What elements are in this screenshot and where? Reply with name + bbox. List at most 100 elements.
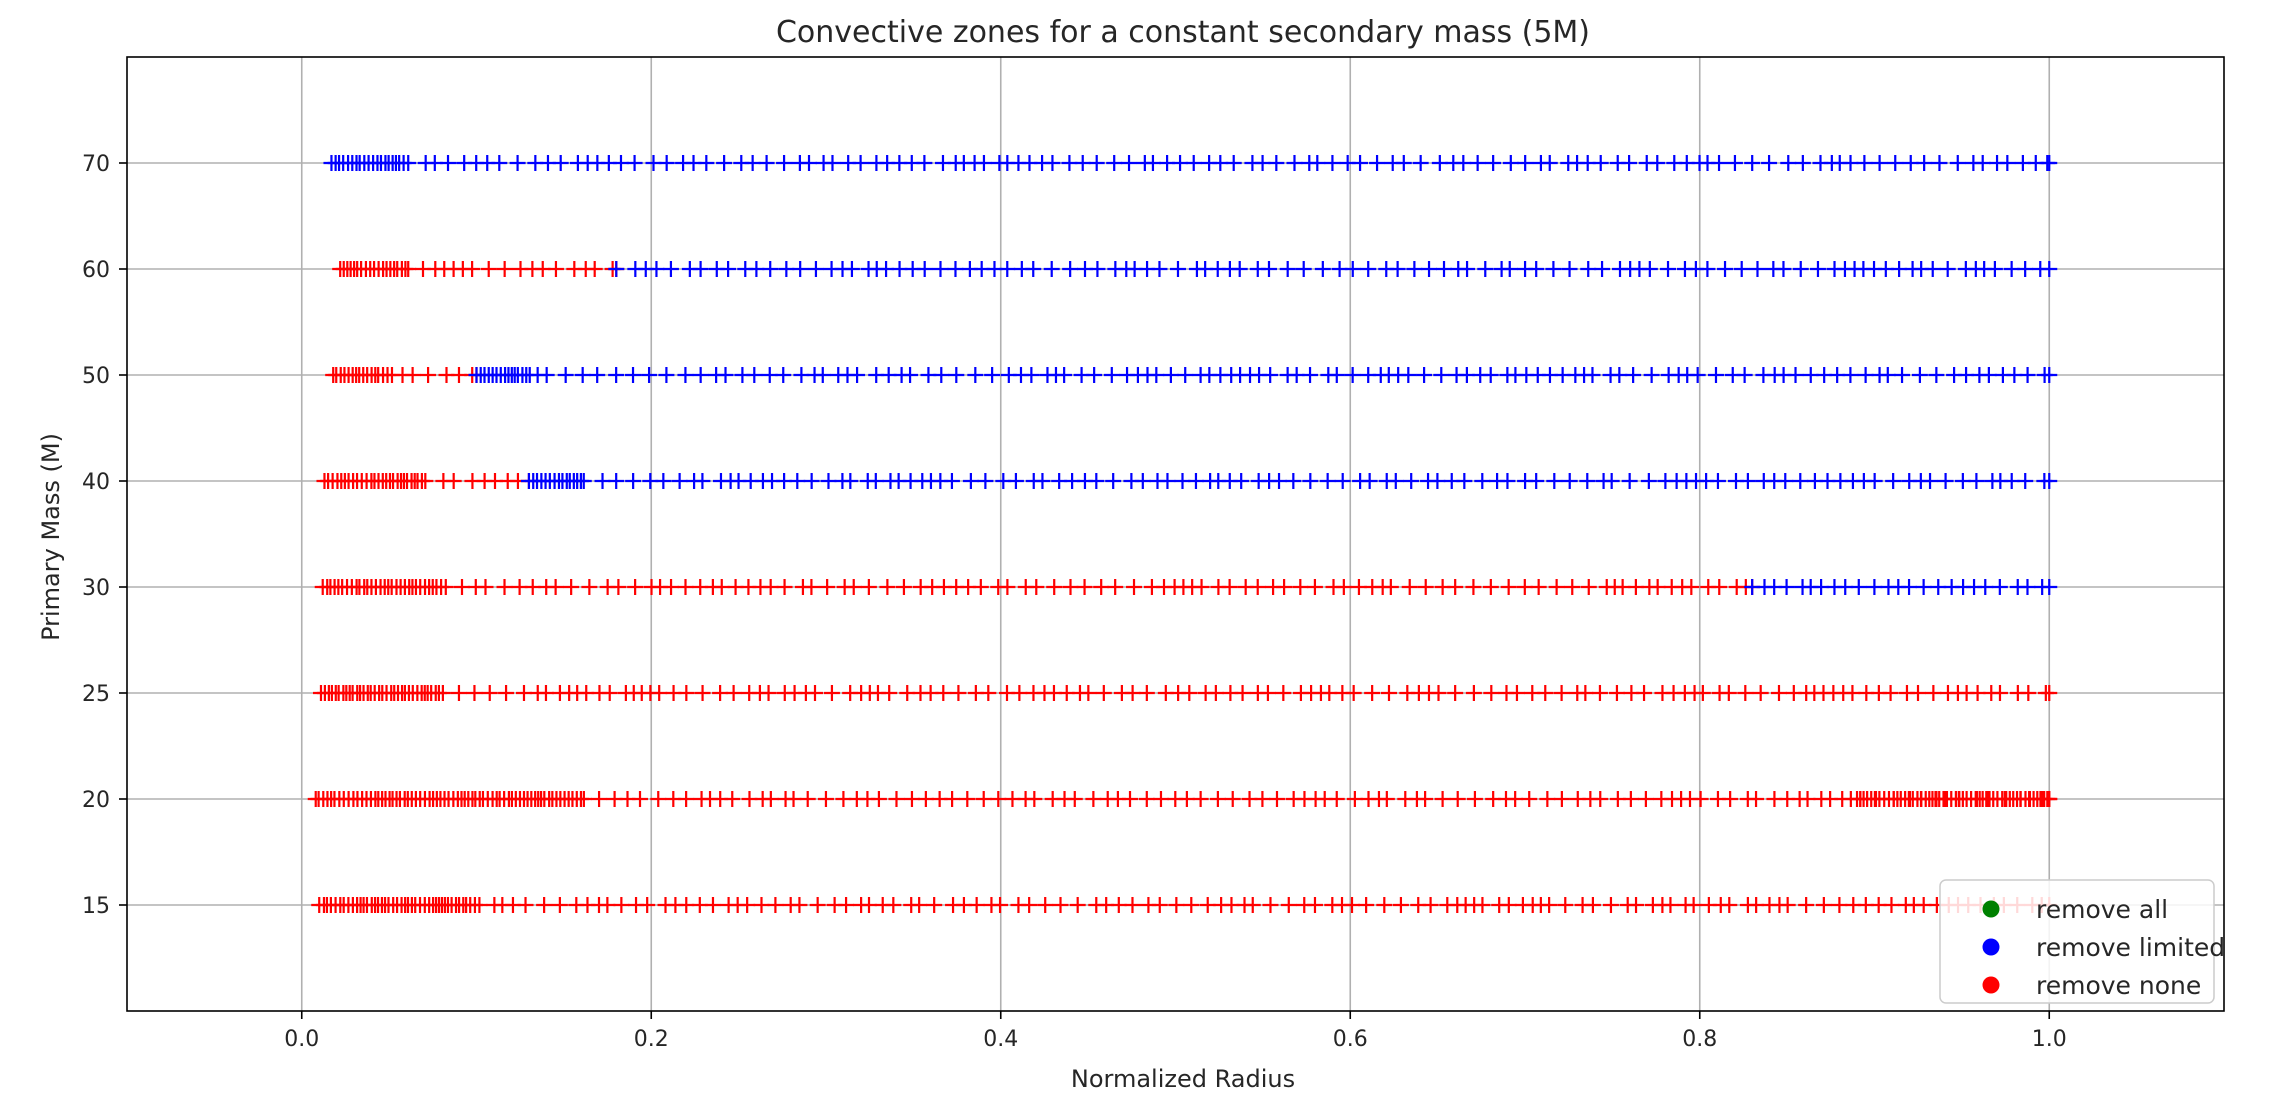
data-point xyxy=(1121,155,1138,171)
data-point xyxy=(1564,579,1581,595)
data-point xyxy=(2019,579,2036,595)
data-point xyxy=(762,791,779,807)
data-point xyxy=(601,685,618,701)
data-point xyxy=(1151,897,1168,913)
data-point xyxy=(613,897,630,913)
data-point xyxy=(1591,685,1608,701)
data-point xyxy=(1469,155,1486,171)
data-point xyxy=(803,473,820,489)
data-point xyxy=(1968,473,1985,489)
data-point xyxy=(1271,473,1288,489)
data-point xyxy=(536,897,553,913)
data-point xyxy=(1262,367,1279,383)
data-point xyxy=(948,367,965,383)
data-point xyxy=(1580,579,1597,595)
data-point xyxy=(480,261,497,277)
data-point xyxy=(1178,791,1195,807)
data-point xyxy=(1382,579,1399,595)
data-point xyxy=(1089,261,1106,277)
data-point xyxy=(1641,261,1658,277)
data-point xyxy=(1502,155,1519,171)
data-point xyxy=(1902,155,1919,171)
data-point xyxy=(999,261,1016,277)
data-point xyxy=(437,579,454,595)
data-point xyxy=(704,897,721,913)
data-point xyxy=(1148,367,1165,383)
legend-label: remove all xyxy=(2036,895,2168,924)
data-point xyxy=(1025,261,1042,277)
data-point xyxy=(1276,579,1293,595)
data-point xyxy=(1168,897,1185,913)
data-point xyxy=(1871,155,1888,171)
data-point xyxy=(671,473,688,489)
data-point xyxy=(1126,579,1143,595)
data-point xyxy=(803,579,820,595)
data-point xyxy=(935,685,952,701)
data-point xyxy=(496,579,513,595)
data-point xyxy=(498,685,515,701)
data-point xyxy=(1749,261,1766,277)
data-point xyxy=(916,261,933,277)
data-point xyxy=(1093,579,1110,595)
data-point xyxy=(852,155,869,171)
data-point xyxy=(867,473,884,489)
data-point xyxy=(1692,791,1709,807)
data-point xyxy=(477,579,494,595)
data-point xyxy=(1021,897,1038,913)
data-point xyxy=(1421,261,1438,277)
data-point xyxy=(1417,791,1434,807)
data-point xyxy=(625,473,642,489)
data-point xyxy=(2041,473,2058,489)
data-point xyxy=(1455,155,1472,171)
data-point xyxy=(1376,897,1393,913)
data-point xyxy=(1580,261,1597,277)
data-point xyxy=(1387,473,1404,489)
data-point xyxy=(1602,897,1619,913)
data-point xyxy=(1557,897,1574,913)
series-row-30 xyxy=(314,579,2058,595)
data-point xyxy=(1792,473,1809,489)
data-point xyxy=(648,261,665,277)
data-point xyxy=(1433,367,1450,383)
data-point xyxy=(694,473,711,489)
legend-marker xyxy=(1982,976,2000,994)
y-tick-label: 25 xyxy=(82,682,110,707)
data-point xyxy=(1181,685,1198,701)
data-point xyxy=(1056,367,1073,383)
data-point xyxy=(2003,261,2020,277)
data-point xyxy=(1744,155,1761,171)
data-point xyxy=(1345,685,1362,701)
data-point xyxy=(2017,473,2034,489)
data-point xyxy=(677,579,694,595)
data-point xyxy=(1584,897,1601,913)
data-point xyxy=(724,791,741,807)
data-point xyxy=(1292,579,1309,595)
x-tick-label: 0.8 xyxy=(1682,1027,1717,1052)
data-point xyxy=(1026,791,1043,807)
data-point xyxy=(1233,473,1250,489)
data-point xyxy=(1798,897,1815,913)
data-point xyxy=(663,579,680,595)
data-point xyxy=(404,367,421,383)
data-point xyxy=(1928,367,1945,383)
data-point xyxy=(1449,791,1466,807)
data-point xyxy=(1062,261,1079,277)
data-point xyxy=(1737,685,1754,701)
data-points xyxy=(307,155,2058,913)
data-point xyxy=(1649,155,1666,171)
data-point xyxy=(1866,579,1883,595)
data-point xyxy=(1207,685,1224,701)
data-point xyxy=(1930,579,1947,595)
data-point xyxy=(778,261,795,277)
data-point xyxy=(1922,473,1939,489)
data-point xyxy=(861,897,878,913)
series-row-20 xyxy=(307,791,2058,807)
data-point xyxy=(870,791,887,807)
data-point xyxy=(1561,473,1578,489)
data-point xyxy=(1640,473,1657,489)
data-point xyxy=(1285,473,1302,489)
data-point xyxy=(1011,685,1028,701)
data-point xyxy=(1726,155,1743,171)
legend-label: remove none xyxy=(2036,971,2201,1000)
